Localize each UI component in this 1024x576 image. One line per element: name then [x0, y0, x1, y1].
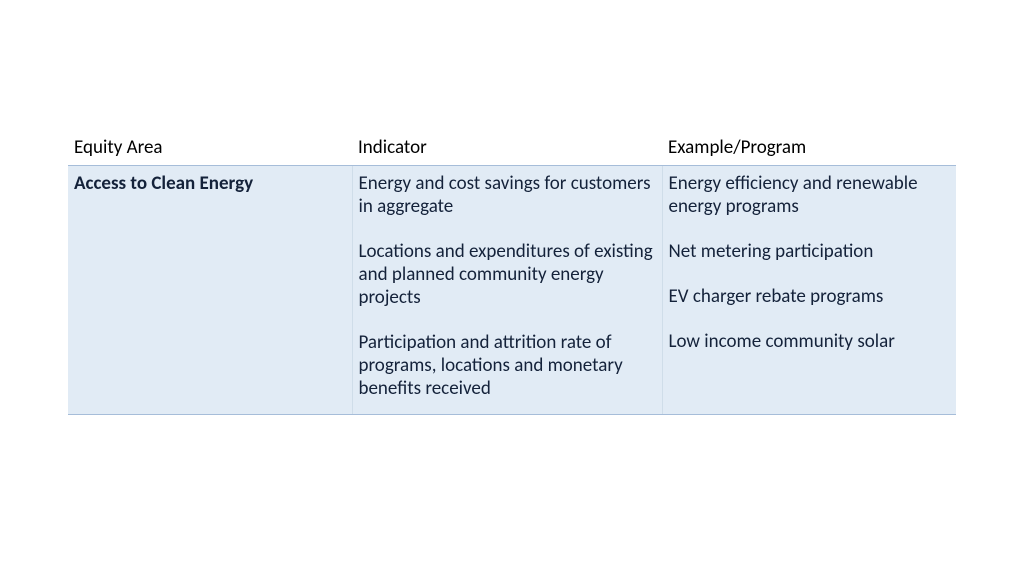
- indicator-item: Participation and attrition rate of prog…: [359, 331, 656, 400]
- table-row: Access to Clean Energy Energy and cost s…: [68, 166, 956, 415]
- example-item: Energy efficiency and renewable energy p…: [669, 172, 951, 218]
- equity-table: Equity Area Indicator Example/Program Ac…: [68, 132, 956, 415]
- cell-indicator: Energy and cost savings for customers in…: [352, 166, 662, 415]
- cell-equity-area: Access to Clean Energy: [68, 166, 352, 415]
- col-header-equity-area: Equity Area: [68, 132, 352, 166]
- table-header-row: Equity Area Indicator Example/Program: [68, 132, 956, 166]
- indicator-item: Locations and expenditures of existing a…: [359, 240, 656, 309]
- example-item: Net metering participation: [669, 240, 951, 263]
- example-item: EV charger rebate programs: [669, 285, 951, 308]
- example-item: Low income community solar: [669, 330, 951, 353]
- col-header-indicator: Indicator: [352, 132, 662, 166]
- indicator-item: Energy and cost savings for customers in…: [359, 172, 656, 218]
- col-header-example: Example/Program: [662, 132, 956, 166]
- cell-example: Energy efficiency and renewable energy p…: [662, 166, 956, 415]
